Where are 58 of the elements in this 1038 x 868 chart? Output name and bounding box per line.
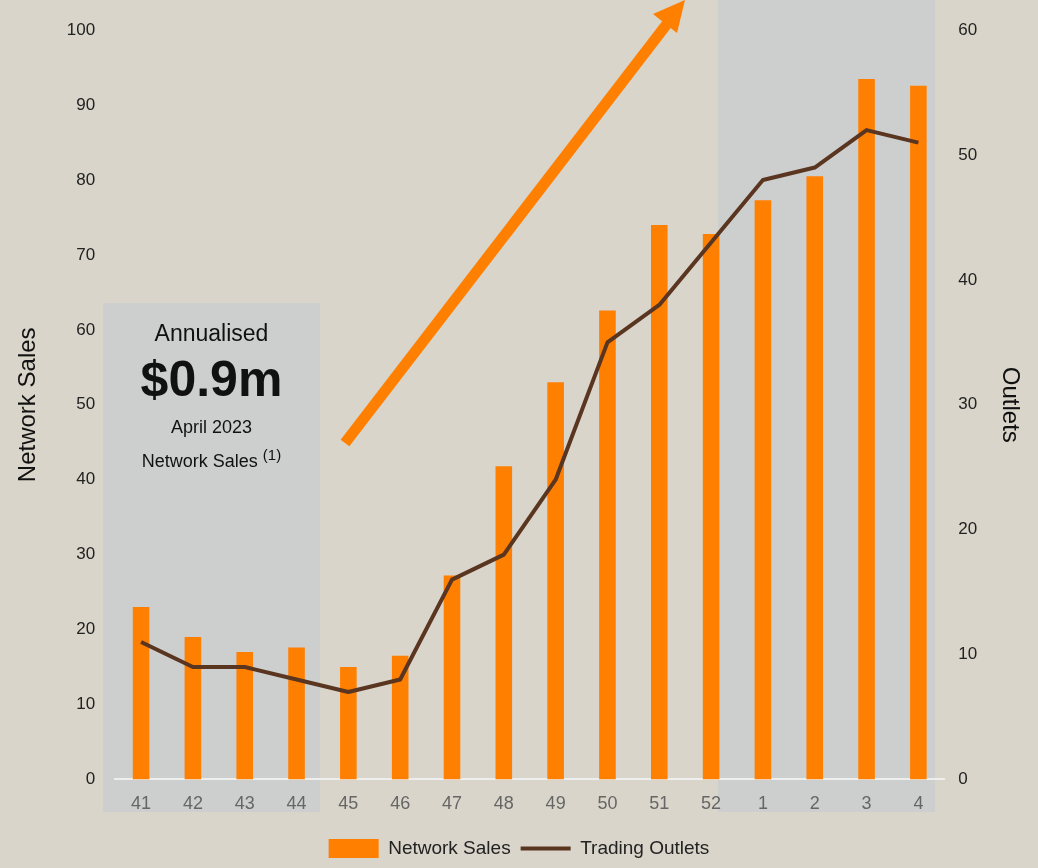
x-tick-label: 2: [809, 793, 820, 814]
x-tick-label: 42: [182, 793, 203, 814]
x-tick-label: 41: [131, 793, 152, 814]
x-tick-label: 43: [234, 793, 255, 814]
bar: [650, 224, 668, 780]
bar: [236, 652, 254, 780]
annotation: $0.9m: [139, 351, 284, 407]
bar: [599, 310, 616, 780]
y2-tick-label: 50: [958, 144, 978, 164]
y-tick-label: 90: [76, 94, 96, 114]
annotation: April 2023: [169, 417, 254, 438]
y-tick-label: 80: [76, 169, 96, 189]
y2-tick-label: 40: [958, 269, 978, 289]
x-tick-label: 49: [545, 793, 566, 814]
x-tick-label: 47: [441, 793, 463, 814]
bar: [340, 667, 357, 780]
bar: [806, 176, 824, 780]
y-tick-label: 40: [76, 469, 96, 489]
bar: [702, 233, 720, 780]
y-tick-label: 10: [76, 694, 96, 714]
annotation: Network Sales $^{(1)}$: [140, 446, 283, 472]
y2-tick-label: 60: [958, 19, 978, 39]
x-tick-label: 45: [338, 793, 359, 814]
y-tick-label: 50: [76, 394, 96, 414]
x-tick-label: 51: [649, 793, 670, 814]
bar: [132, 607, 150, 780]
y-tick-label: 60: [76, 319, 96, 339]
y2-axis-title: Outlets: [997, 366, 1025, 443]
y2-tick-label: 10: [958, 644, 978, 664]
annotation: Annualised: [153, 320, 270, 347]
x-tick-label: 3: [861, 793, 872, 814]
legend-label: Trading Outlets: [580, 836, 710, 858]
bar: [754, 200, 772, 780]
bar: [547, 382, 564, 780]
y-tick-label: 0: [85, 769, 96, 789]
bar: [495, 466, 513, 780]
legend-label: Network Sales: [388, 836, 511, 858]
y2-tick-label: 30: [958, 394, 978, 414]
x-tick-label: 52: [701, 793, 722, 814]
x-tick-label: 48: [493, 793, 514, 814]
y-tick-label: 20: [76, 619, 96, 639]
x-tick-label: 1: [757, 793, 768, 814]
bar: [910, 85, 927, 780]
x-tick-label: 4: [913, 793, 924, 814]
bar: [391, 655, 409, 780]
y-tick-label: 100: [66, 19, 96, 39]
y2-tick-label: 20: [958, 519, 978, 539]
bar: [443, 575, 461, 780]
bar: [184, 637, 202, 780]
bar: [288, 647, 305, 780]
y-axis-title: Network Sales: [13, 327, 41, 483]
y2-tick-label: 0: [958, 769, 968, 789]
y-tick-label: 30: [76, 544, 96, 564]
y-tick-label: 70: [76, 244, 96, 264]
x-tick-label: 50: [597, 793, 618, 814]
bar: [858, 78, 875, 780]
x-tick-label: 46: [390, 793, 411, 814]
x-tick-label: 44: [286, 793, 307, 814]
